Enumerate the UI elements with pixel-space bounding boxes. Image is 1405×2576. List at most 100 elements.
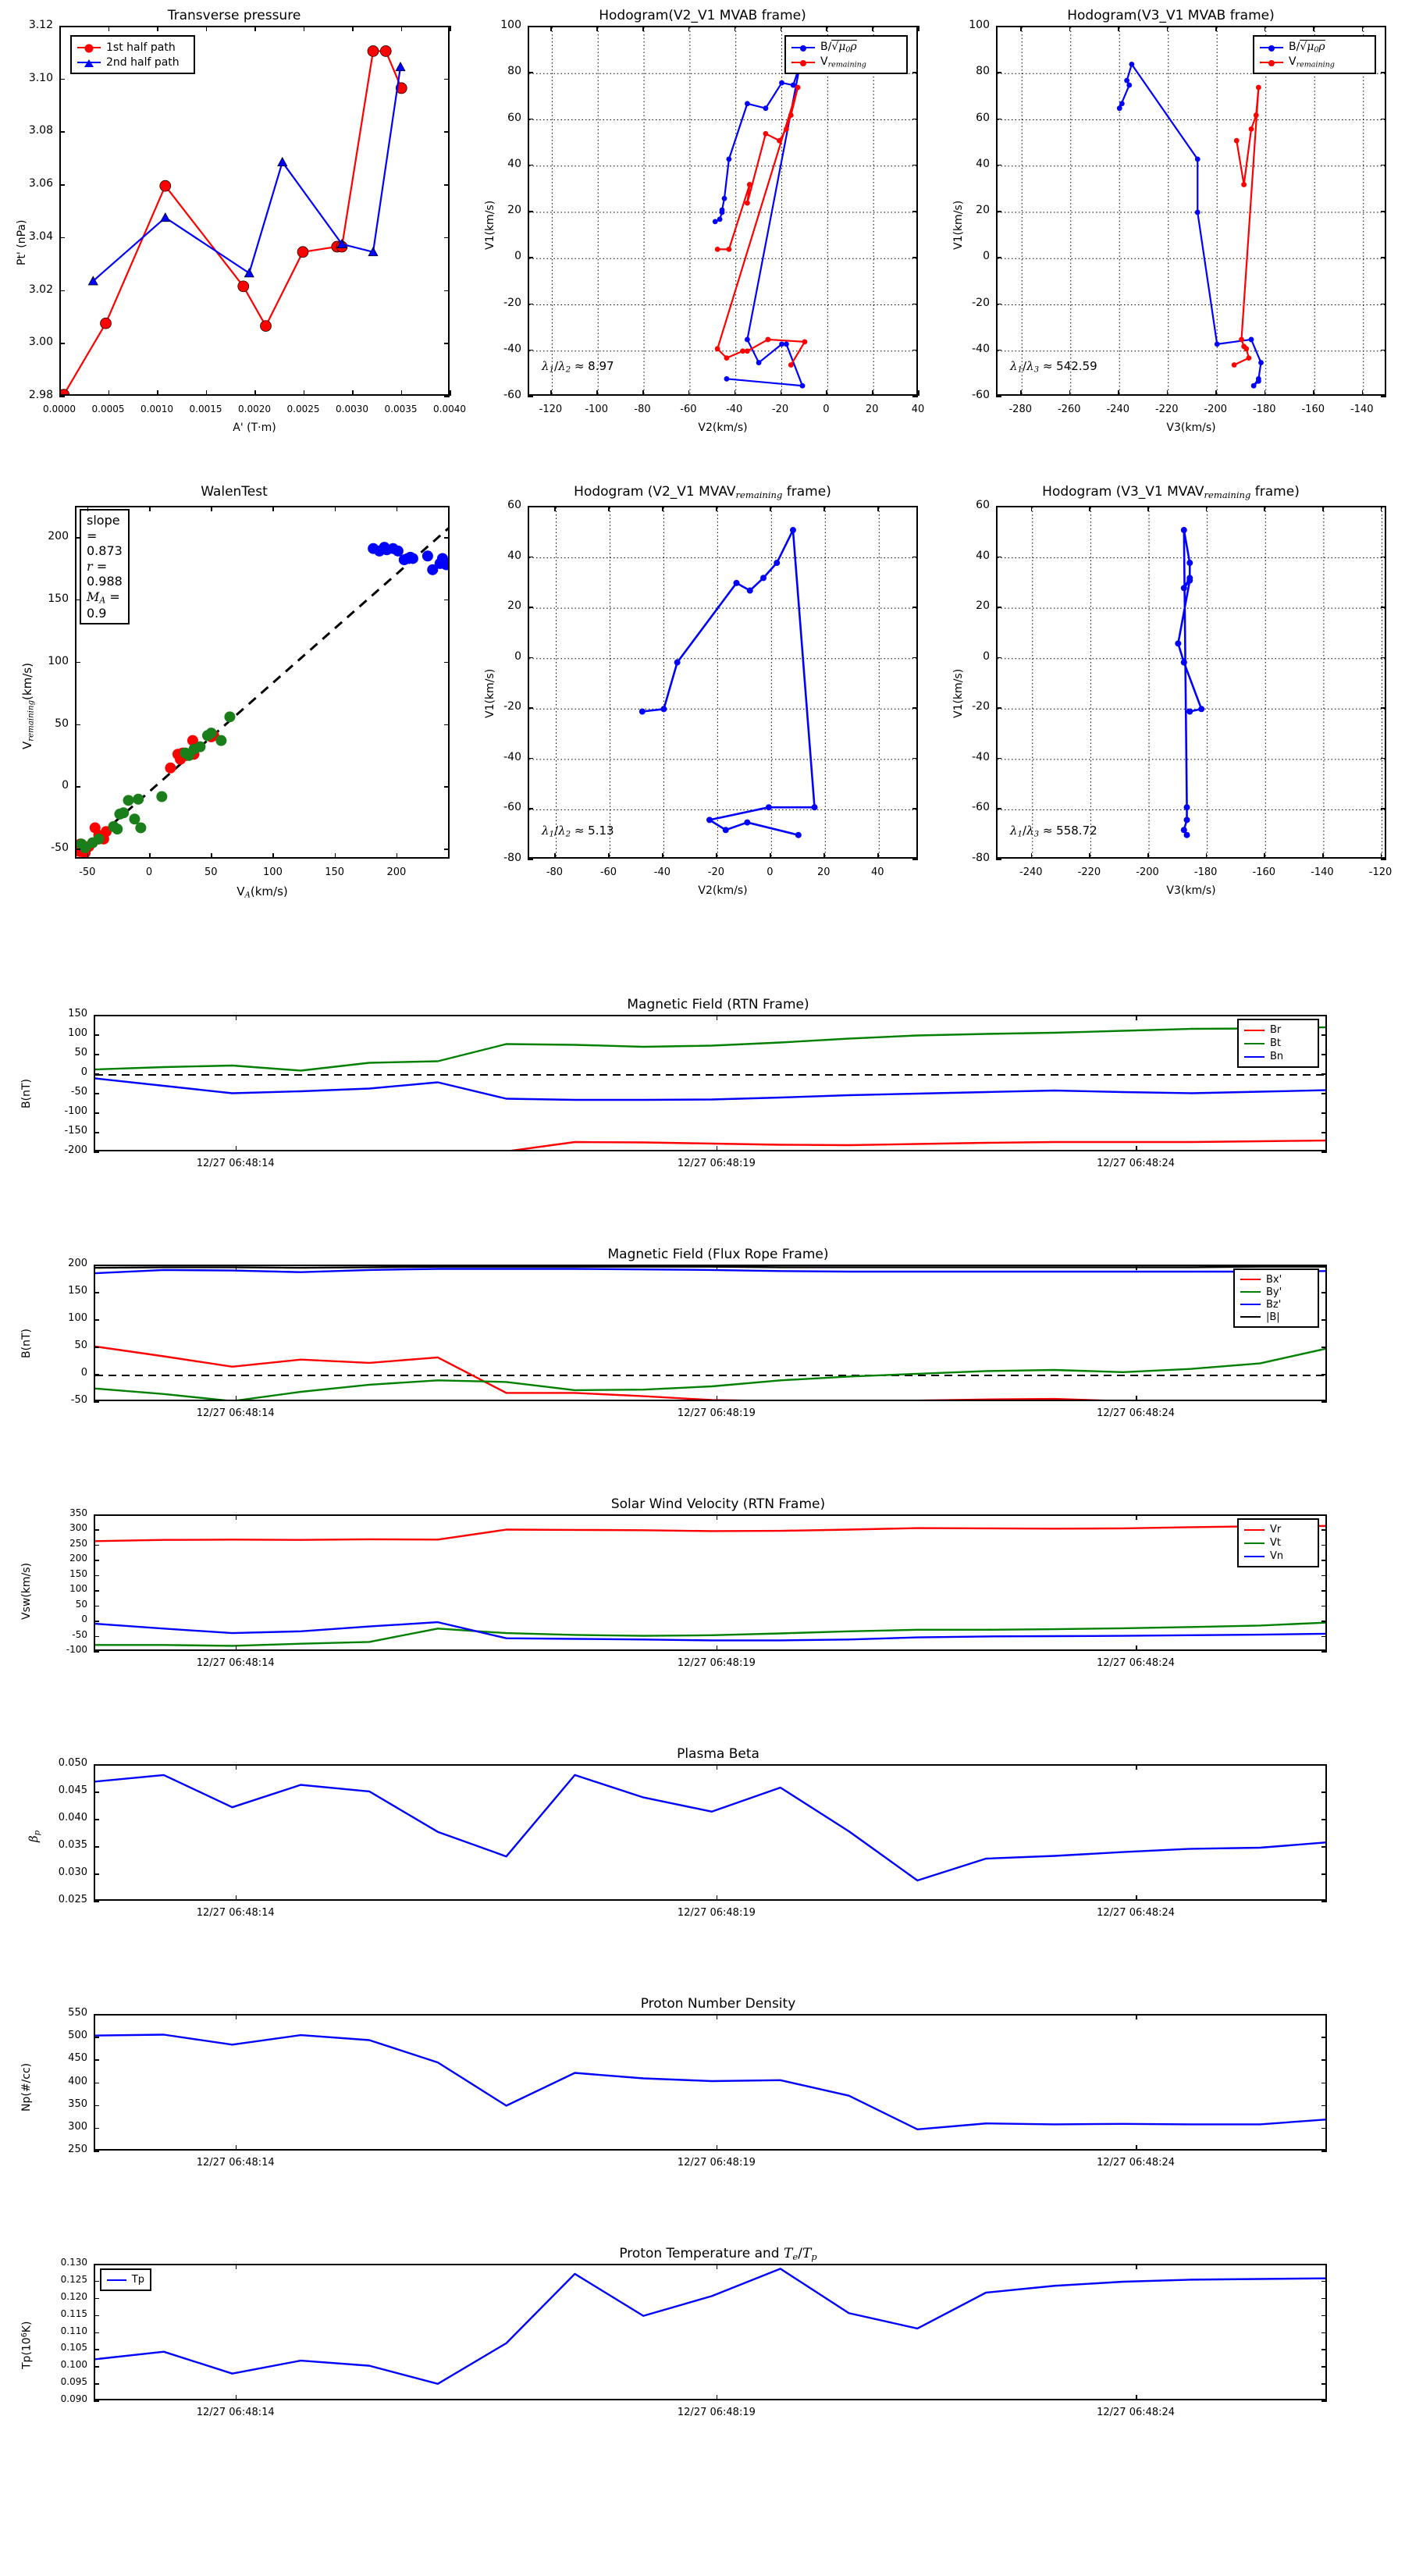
tick-mark (912, 506, 918, 507)
tick-mark (734, 390, 736, 396)
tick-label: 0.0035 (384, 404, 418, 415)
tick-label: -60 (503, 801, 521, 814)
tick-label: -140 (1350, 404, 1374, 415)
tick-mark (912, 707, 918, 709)
tick-mark (1264, 506, 1265, 511)
tick-mark (94, 1605, 99, 1607)
tick-mark (528, 506, 533, 507)
tick-mark (157, 26, 158, 31)
tick-mark (912, 211, 918, 212)
tick-mark (235, 1396, 237, 1401)
tick-label: -20 (707, 866, 724, 878)
tick-mark (716, 2264, 718, 2269)
tick-mark (94, 1151, 99, 1153)
panel-title-walen: WalenTest (201, 484, 268, 500)
legend-vsw: Vr Vt Vn (1237, 1518, 1319, 1567)
tick-mark (235, 1146, 237, 1151)
tick-mark (996, 396, 1001, 397)
tick-mark (1136, 1265, 1137, 1270)
tick-label: 20 (507, 600, 521, 613)
circle-marker-icon (1268, 59, 1275, 66)
tick-mark (1205, 853, 1208, 859)
plot-area-transverse-pressure (59, 26, 450, 396)
tick-label: 60 (507, 499, 521, 511)
tick-mark (94, 2127, 99, 2129)
tick-label: -50 (72, 1628, 87, 1640)
tick-mark (235, 1895, 237, 1901)
tick-mark (716, 853, 717, 859)
tick-mark (94, 2105, 99, 2107)
tick-mark (1118, 390, 1119, 396)
tick-mark (1264, 26, 1266, 31)
tick-mark (1321, 1846, 1327, 1848)
tick-mark (444, 184, 450, 186)
tick-mark (912, 808, 918, 810)
tick-mark (1361, 26, 1364, 31)
tick-label: 200 (386, 866, 407, 878)
tick-label: 60 (507, 111, 521, 124)
tick-mark (1381, 607, 1386, 608)
tick-mark (1321, 1093, 1327, 1094)
tick-mark (1321, 2366, 1327, 2368)
x-axis-label-transverse-pressure: A' (T·m) (233, 422, 276, 434)
tick-mark (444, 786, 450, 788)
tick-mark (75, 849, 80, 850)
tick-label: 50 (204, 866, 218, 878)
tick-mark (94, 1015, 99, 1016)
tick-label: 150 (68, 1008, 87, 1019)
tick-mark (528, 164, 533, 166)
tick-label: -80 (546, 866, 564, 878)
tick-label: 20 (976, 600, 990, 613)
tick-mark (716, 1265, 718, 1270)
tick-mark (1321, 1514, 1327, 1516)
tick-mark (912, 396, 918, 397)
tick-label: -100 (66, 1644, 87, 1655)
tick-mark (1136, 1146, 1137, 1151)
tick-mark (94, 1791, 99, 1793)
plot-area-np (94, 2014, 1327, 2151)
tick-label: 20 (976, 204, 990, 216)
tick-label: 0.0015 (189, 404, 222, 415)
tick-mark (75, 536, 80, 539)
plot-area-mag-fr (94, 1265, 1327, 1401)
tick-mark (94, 1764, 99, 1766)
tick-mark (996, 556, 1001, 558)
tick-label: 50 (74, 1047, 87, 1059)
tick-label: 250 (68, 2144, 87, 2155)
tick-mark (823, 853, 825, 859)
tick-label: 100 (500, 19, 521, 31)
tick-mark (996, 607, 1001, 608)
legend-transverse-pressure: 1st half path 2nd half path (70, 35, 195, 74)
tick-mark (912, 757, 918, 760)
tick-label: -20 (972, 296, 990, 309)
tick-label: -180 (1193, 866, 1218, 878)
tick-mark (334, 853, 336, 859)
tick-mark (1118, 26, 1119, 31)
tick-mark (94, 1901, 99, 1902)
tick-label: -80 (972, 852, 990, 864)
tick-mark (75, 661, 80, 664)
tick-mark (1321, 1073, 1327, 1075)
tick-mark (528, 26, 533, 27)
tick-label: 0.0020 (238, 404, 271, 415)
tick-mark (1321, 1635, 1327, 1638)
x-axis-label-hodo-v2v1-mvav: V2(km/s) (698, 884, 748, 897)
series-hodo-v2v1-mvab (529, 27, 916, 394)
tick-label: -50 (70, 1086, 87, 1098)
tick-mark (94, 1319, 99, 1321)
series-mag-fr (95, 1266, 1325, 1400)
tick-mark (770, 506, 771, 511)
tick-mark (996, 757, 1001, 760)
tick-mark (1321, 1901, 1327, 1902)
tick-mark (1030, 506, 1033, 511)
tick-mark (1321, 2264, 1327, 2265)
tick-mark (528, 656, 533, 659)
tick-mark (716, 1514, 718, 1520)
series-beta (95, 1774, 1325, 1882)
tick-mark (94, 1265, 99, 1266)
plot-area-beta (94, 1764, 1327, 1901)
tick-mark (254, 390, 256, 396)
tick-label: 0.125 (60, 2273, 87, 2285)
legend-line-2nd-half (77, 59, 101, 67)
panel-title-tp: Proton Temperature and Te/Tp (619, 2246, 817, 2262)
